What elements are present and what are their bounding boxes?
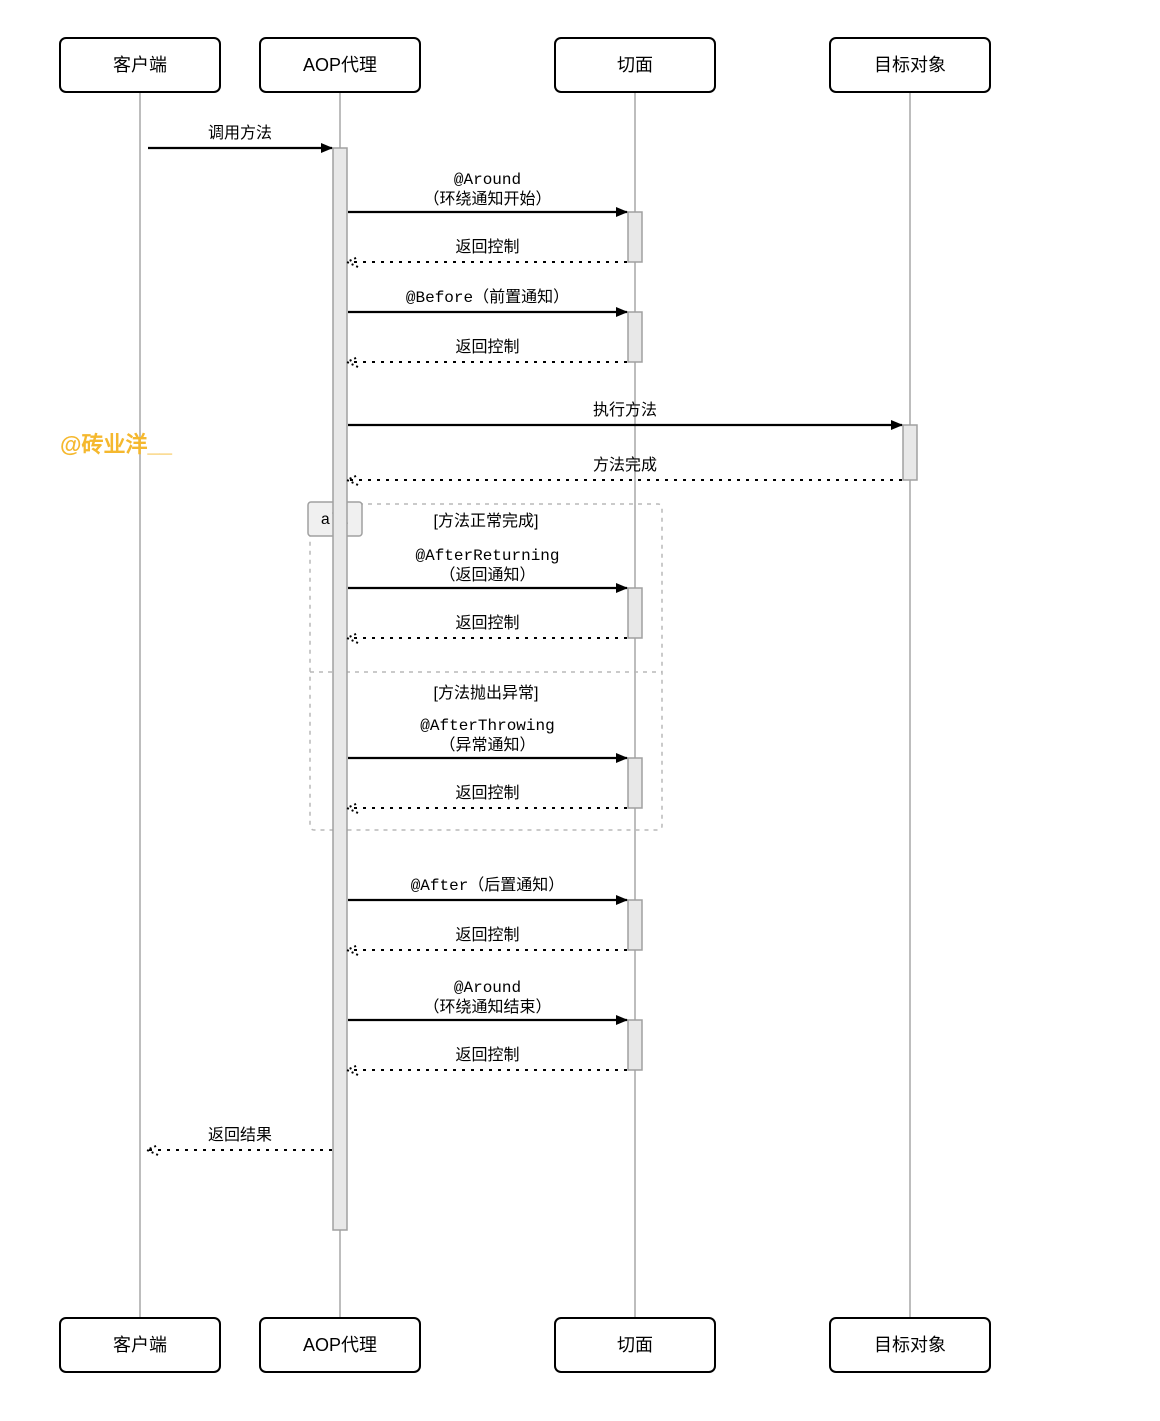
message-label-2: 返回控制 bbox=[455, 238, 519, 256]
actor-label-client: 客户端 bbox=[113, 1335, 167, 1355]
message-label-4: 返回控制 bbox=[455, 338, 519, 356]
activation-target-3 bbox=[903, 425, 917, 480]
actor-label-target: 目标对象 bbox=[874, 55, 946, 75]
message-label-1-0: @Around bbox=[454, 171, 521, 189]
message-label-8: 返回控制 bbox=[455, 614, 519, 632]
message-label-14: 返回控制 bbox=[455, 1046, 519, 1064]
actor-label-proxy: AOP代理 bbox=[303, 55, 377, 75]
alt-cond-1: [方法正常完成] bbox=[434, 512, 539, 530]
actor-label-client: 客户端 bbox=[113, 55, 167, 75]
watermark: @砖业洋__ bbox=[60, 432, 173, 457]
message-label-15: 返回结果 bbox=[208, 1126, 272, 1144]
message-label-13-0: @Around bbox=[454, 979, 521, 997]
message-label-11: @After（后置通知） bbox=[411, 876, 565, 895]
activation-aspect-2 bbox=[628, 312, 642, 362]
message-label-12: 返回控制 bbox=[455, 926, 519, 944]
actor-label-proxy: AOP代理 bbox=[303, 1335, 377, 1355]
activation-aspect-7 bbox=[628, 1020, 642, 1070]
message-label-1-1: （环绕通知开始） bbox=[423, 190, 551, 208]
message-label-0: 调用方法 bbox=[208, 124, 272, 142]
activation-aspect-6 bbox=[628, 900, 642, 950]
message-label-3: @Before（前置通知） bbox=[406, 288, 569, 307]
message-label-9-1: （异常通知） bbox=[439, 736, 535, 754]
message-label-5: 执行方法 bbox=[593, 401, 657, 419]
message-label-7-0: @AfterReturning bbox=[415, 547, 559, 565]
alt-cond-2: [方法抛出异常] bbox=[434, 684, 539, 702]
message-label-10: 返回控制 bbox=[455, 784, 519, 802]
actor-label-aspect: 切面 bbox=[617, 55, 653, 75]
activation-aspect-5 bbox=[628, 758, 642, 808]
actor-label-target: 目标对象 bbox=[874, 1335, 946, 1355]
message-label-6: 方法完成 bbox=[593, 456, 657, 474]
actor-label-aspect: 切面 bbox=[617, 1335, 653, 1355]
message-label-7-1: （返回通知） bbox=[439, 566, 535, 584]
activation-proxy-0 bbox=[333, 148, 347, 1230]
message-label-9-0: @AfterThrowing bbox=[420, 717, 554, 735]
message-label-13-1: （环绕通知结束） bbox=[423, 998, 551, 1016]
activation-aspect-1 bbox=[628, 212, 642, 262]
activation-aspect-4 bbox=[628, 588, 642, 638]
